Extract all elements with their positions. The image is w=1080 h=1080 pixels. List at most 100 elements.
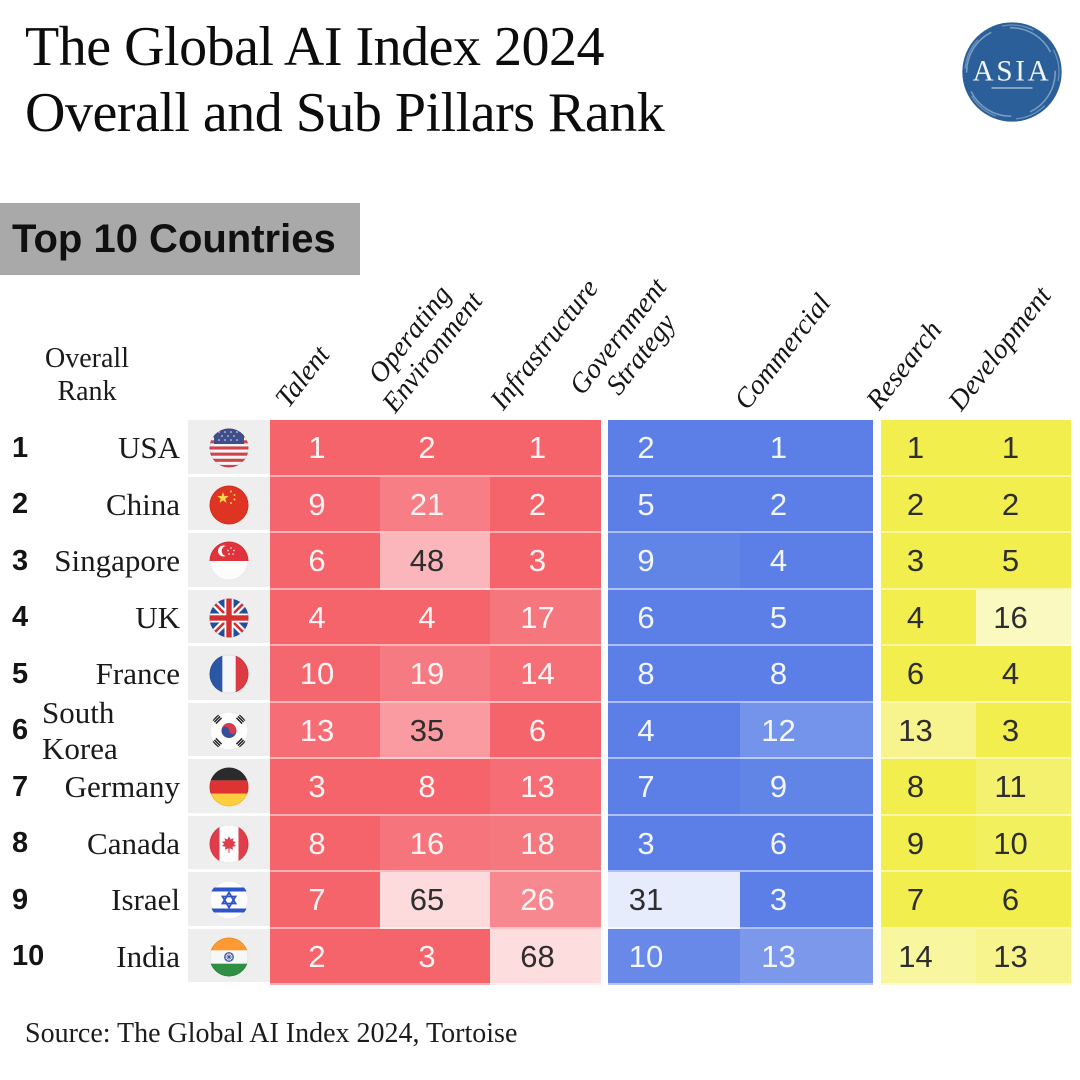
cell-india-development: 13 — [976, 928, 1071, 985]
flag-cell-usa — [188, 420, 270, 477]
cell-france-development: 4 — [976, 646, 1071, 703]
column-gap — [601, 702, 608, 759]
flag-cell-south-korea — [188, 702, 270, 759]
cell-uk-development: 16 — [976, 589, 1071, 646]
column-header-development: Development — [942, 281, 1058, 417]
flag-israel-icon — [209, 880, 249, 920]
column-gap — [601, 872, 608, 929]
overall-rank-germany: 7 — [12, 770, 29, 803]
flag-canada-icon — [209, 824, 249, 864]
flag-singapore-icon — [209, 541, 249, 581]
cell-israel-operating-environment: 65 — [380, 872, 490, 929]
overall-rank-uk: 4 — [12, 601, 29, 634]
column-gap — [185, 589, 188, 646]
country-label-south-korea: South Korea — [42, 694, 118, 766]
cell-china-operating-environment: 21 — [380, 476, 490, 533]
cell-usa-infrastructure: 1 — [490, 420, 601, 477]
overall-rank-france: 5 — [12, 657, 29, 690]
cell-china-development: 2 — [976, 476, 1071, 533]
column-gap — [873, 928, 881, 985]
cell-south-korea-development: 3 — [976, 702, 1071, 759]
cell-india-government-strategy: 10 — [608, 928, 740, 985]
cell-south-korea-infrastructure: 6 — [490, 702, 601, 759]
cell-uk-research: 4 — [881, 589, 976, 646]
cell-canada-infrastructure: 18 — [490, 815, 601, 872]
cell-france-commercial: 8 — [740, 646, 873, 703]
cell-canada-government-strategy: 3 — [608, 815, 740, 872]
column-header-operating-environment: Operating Environment — [362, 279, 490, 419]
column-gap — [873, 815, 881, 872]
overall-rank-israel: 9 — [12, 883, 29, 916]
flag-india-icon — [209, 937, 249, 977]
page-title: The Global AI Index 2024 Overall and Sub… — [25, 14, 665, 146]
column-gap — [601, 646, 608, 703]
cell-canada-operating-environment: 16 — [380, 815, 490, 872]
overall-rank-india: 10 — [12, 940, 45, 973]
cell-india-talent: 2 — [270, 928, 380, 985]
cell-usa-government-strategy: 2 — [608, 420, 740, 477]
flag-cell-france — [188, 646, 270, 703]
cell-south-korea-operating-environment: 35 — [380, 702, 490, 759]
flag-uk-icon — [209, 598, 249, 638]
cell-france-research: 6 — [881, 646, 976, 703]
cell-china-talent: 9 — [270, 476, 380, 533]
country-label-germany: Germany — [64, 769, 180, 805]
cell-germany-commercial: 9 — [740, 759, 873, 816]
overall-rank-singapore: 3 — [12, 544, 29, 577]
cell-germany-operating-environment: 8 — [380, 759, 490, 816]
cell-usa-development: 1 — [976, 420, 1071, 477]
flag-cell-israel — [188, 872, 270, 929]
cell-germany-infrastructure: 13 — [490, 759, 601, 816]
column-gap — [873, 476, 881, 533]
page-title-line2: Overall and Sub Pillars Rank — [25, 82, 665, 144]
column-gap — [873, 420, 881, 477]
flag-cell-china — [188, 476, 270, 533]
country-label-france: France — [95, 656, 180, 692]
cell-israel-infrastructure: 26 — [490, 872, 601, 929]
flag-usa-icon — [209, 428, 249, 468]
cell-singapore-operating-environment: 48 — [380, 533, 490, 590]
overall-rank-china: 2 — [12, 488, 29, 521]
cell-canada-commercial: 6 — [740, 815, 873, 872]
column-gap — [185, 646, 188, 703]
column-gap — [185, 872, 188, 929]
overall-rank-label-line2: Rank — [57, 376, 117, 407]
column-gap — [185, 533, 188, 590]
cell-china-infrastructure: 2 — [490, 476, 601, 533]
cell-india-commercial: 13 — [740, 928, 873, 985]
country-label-uk: UK — [135, 599, 180, 635]
column-gap — [601, 476, 608, 533]
flag-china-icon — [209, 485, 249, 525]
cell-india-infrastructure: 68 — [490, 928, 601, 985]
flag-cell-canada — [188, 815, 270, 872]
cell-south-korea-research: 13 — [881, 702, 976, 759]
country-label-singapore: Singapore — [54, 543, 180, 579]
cell-usa-research: 1 — [881, 420, 976, 477]
cell-germany-talent: 3 — [270, 759, 380, 816]
column-header-commercial: Commercial — [728, 288, 838, 416]
cell-israel-commercial: 3 — [740, 872, 873, 929]
cell-singapore-commercial: 4 — [740, 533, 873, 590]
cell-singapore-development: 5 — [976, 533, 1071, 590]
cell-canada-development: 10 — [976, 815, 1071, 872]
cell-germany-development: 11 — [976, 759, 1071, 816]
rank-table: 1 USA 1 2 1 2 1 1 1 2 China 9 21 2 5 2 2 2 3 Singapore 6 48… — [8, 420, 1071, 985]
overall-rank-south-korea: 6 — [12, 714, 29, 747]
cell-israel-government-strategy: 31 — [608, 872, 740, 929]
column-gap — [873, 702, 881, 759]
column-gap — [601, 420, 608, 477]
column-gap — [601, 533, 608, 590]
cell-singapore-infrastructure: 3 — [490, 533, 601, 590]
cell-uk-government-strategy: 6 — [608, 589, 740, 646]
flag-cell-uk — [188, 589, 270, 646]
overall-rank-label: Overall Rank — [17, 342, 157, 408]
overall-rank-label-line1: Overall — [45, 343, 129, 374]
cell-uk-commercial: 5 — [740, 589, 873, 646]
column-gap — [873, 872, 881, 929]
cell-china-research: 2 — [881, 476, 976, 533]
cell-south-korea-commercial: 12 — [740, 702, 873, 759]
cell-singapore-government-strategy: 9 — [608, 533, 740, 590]
asia-logo-icon: ASIA — [962, 22, 1062, 122]
cell-usa-talent: 1 — [270, 420, 380, 477]
cell-israel-development: 6 — [976, 872, 1071, 929]
